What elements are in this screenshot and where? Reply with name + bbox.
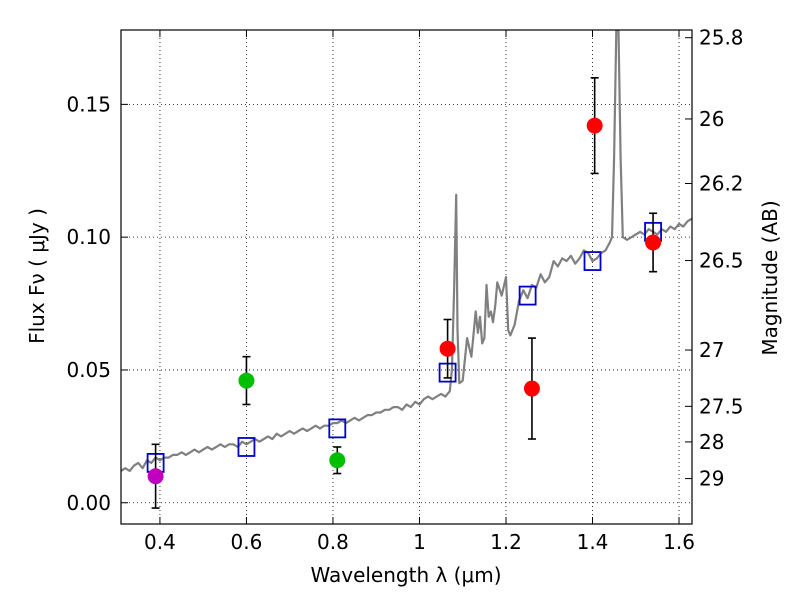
observed-data-point xyxy=(439,340,456,357)
y2-axis-label: Magnitude (AB) xyxy=(758,200,782,355)
y2-tick-label: 26.5 xyxy=(699,249,744,273)
y2-tick-label: 25.8 xyxy=(699,26,744,50)
y2-tick-label: 26.2 xyxy=(699,172,744,196)
y2-tick-label: 28 xyxy=(699,430,724,454)
y2-tick-label: 27.5 xyxy=(699,394,744,418)
x-tick-label: 1 xyxy=(413,530,426,554)
observed-data-point xyxy=(586,117,603,134)
y2-tick-label: 26 xyxy=(699,107,724,131)
model-photometry-square xyxy=(583,251,602,271)
model-photometry-square xyxy=(518,285,537,306)
model-photometry-square xyxy=(237,437,256,457)
x-axis-label: Wavelength λ (μm) xyxy=(310,563,501,587)
observed-data-point xyxy=(238,372,255,389)
model-photometry-square xyxy=(328,418,347,439)
plot-layer xyxy=(121,30,692,509)
observed-data-point xyxy=(329,452,346,469)
y-tick-label: 0.15 xyxy=(66,92,111,116)
grid-layer xyxy=(121,30,692,524)
observed-data-point xyxy=(523,380,540,397)
y2-tick-label: 29 xyxy=(699,467,724,491)
y2-tick-label: 27 xyxy=(699,338,724,362)
x-tick-label: 1.2 xyxy=(490,530,522,554)
x-tick-label: 1.4 xyxy=(577,530,609,554)
model-sed-line xyxy=(121,30,692,472)
y-tick-label: 0.05 xyxy=(66,358,111,382)
observed-data-point xyxy=(645,234,662,251)
y-tick-label: 0.10 xyxy=(66,225,111,249)
x-tick-label: 0.4 xyxy=(144,530,176,554)
x-tick-label: 0.8 xyxy=(317,530,349,554)
y-axis-label: Flux Fν ( μJy ) xyxy=(25,208,49,344)
x-tick-label: 1.6 xyxy=(663,530,695,554)
plot-frame xyxy=(120,29,693,525)
axes-layer: 0.4 0.6 0.8 1 1.2 1.4 1.6 0.00 0.05 0.10 0.15 25.8 2… xyxy=(66,26,743,554)
y-tick-label: 0.00 xyxy=(66,491,111,515)
x-tick-label: 0.6 xyxy=(231,530,263,554)
observed-data-point xyxy=(147,468,164,485)
